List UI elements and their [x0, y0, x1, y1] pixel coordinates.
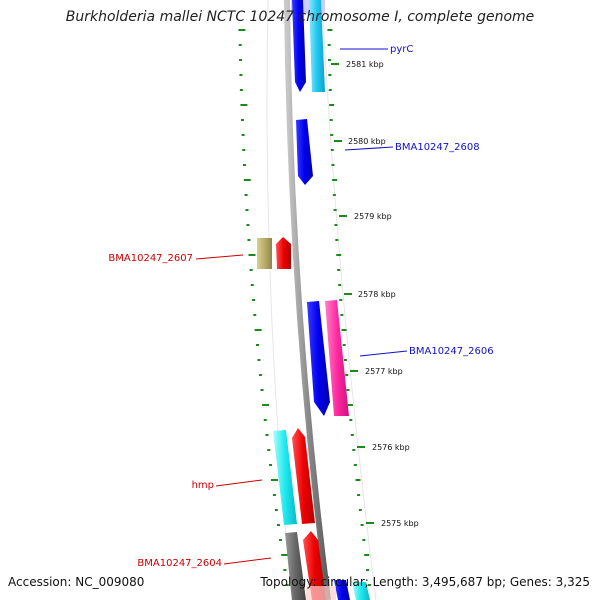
- gene-highlight: [306, 586, 336, 600]
- gene-label-bma10247-2608: BMA10247_2608: [395, 142, 480, 153]
- tick-label: 2577 kbp: [365, 367, 403, 376]
- gene-labels: pyrC BMA10247_2608 BMA10247_2607 BMA1024…: [108, 44, 493, 569]
- gene-label-pyrc: pyrC: [390, 44, 413, 55]
- map-title: Burkholderia mallei NCTC 10247 chromosom…: [65, 9, 535, 25]
- leader-line: [223, 557, 272, 565]
- tick-label: 2575 kbp: [381, 519, 419, 528]
- label-leaders: [195, 48, 408, 565]
- tick-labels: 2581 kbp 2580 kbp 2579 kbp 2578 kbp 2577…: [346, 60, 419, 528]
- gene-feature: [296, 119, 313, 185]
- tick-label: 2579 kbp: [354, 212, 392, 221]
- tick-label: 2580 kbp: [348, 137, 386, 146]
- genome-backbone: [284, 0, 331, 600]
- tick-marks-outer: [327, 29, 372, 586]
- gene-feature: [285, 532, 306, 600]
- ring-outer-guide: [321, 0, 377, 600]
- gene-label-bma10247-2604: BMA10247_2604: [137, 558, 222, 569]
- tick-label: 2576 kbp: [372, 443, 410, 452]
- genes-reverse-strand: [257, 237, 336, 600]
- gene-feature: [276, 237, 291, 269]
- leader-line: [344, 146, 394, 151]
- gene-feature: [325, 300, 349, 416]
- gene-feature: [309, 0, 325, 92]
- gene-label-hmp: hmp: [192, 480, 214, 491]
- major-ticks: [331, 63, 374, 524]
- accession-text: Accession: NC_009080: [8, 575, 145, 589]
- gene-feature: [257, 238, 272, 269]
- tick-marks-inner: [238, 29, 289, 586]
- gene-feature: [292, 0, 306, 92]
- genes-forward-strand: [291, 0, 370, 600]
- gene-label-bma10247-2606: BMA10247_2606: [409, 346, 494, 357]
- gene-label-bma10247-2607: BMA10247_2607: [108, 253, 193, 264]
- tick-label: 2581 kbp: [346, 60, 384, 69]
- gene-feature: [303, 531, 326, 600]
- leader-line: [195, 254, 244, 260]
- gene-feature: [307, 301, 330, 416]
- gene-feature: [352, 582, 370, 600]
- leader-line: [359, 350, 408, 357]
- gene-feature: [292, 428, 315, 524]
- gene-feature: [273, 430, 297, 525]
- tick-label: 2578 kbp: [358, 290, 396, 299]
- leader-line: [215, 479, 263, 487]
- genome-summary-text: Topology: circular; Length: 3,495,687 bp…: [260, 575, 590, 589]
- gene-feature: [334, 580, 350, 600]
